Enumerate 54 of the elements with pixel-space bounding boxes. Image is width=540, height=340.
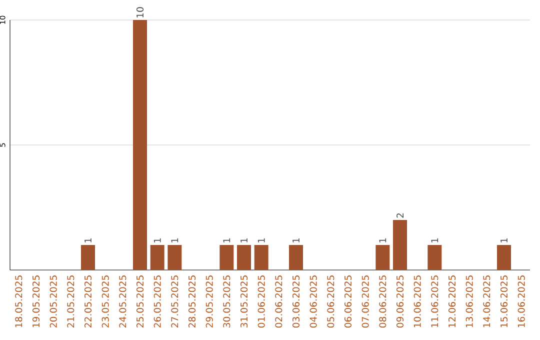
data-label: 1 (84, 238, 92, 242)
bar (497, 245, 511, 270)
data-label: 1 (431, 238, 438, 242)
bar (254, 245, 268, 270)
x-tick-label: 20.05.2025 (50, 276, 57, 328)
x-tick-label: 24.05.2025 (119, 276, 126, 328)
data-label: 1 (154, 238, 161, 242)
x-tick-label: 09.06.2025 (396, 276, 404, 328)
data-label: 1 (500, 238, 508, 242)
x-tick-label: 02.06.2025 (275, 276, 282, 328)
x-tick-label: 22.05.2025 (84, 276, 92, 328)
x-tick-label: 26.05.2025 (154, 276, 161, 328)
data-label: 1 (171, 238, 178, 242)
bar (168, 245, 182, 270)
x-tick-label: 29.05.2025 (206, 276, 213, 328)
bar (220, 245, 234, 270)
x-tick-label: 11.06.2025 (431, 276, 438, 328)
x-tick-label: 19.05.2025 (32, 276, 40, 328)
x-tick-label: 18.05.2025 (15, 276, 22, 328)
data-label: 1 (258, 238, 265, 242)
x-tick-label: 07.06.2025 (362, 276, 369, 328)
bar (81, 245, 95, 270)
x-tick-label: 30.05.2025 (223, 276, 230, 328)
x-tick-label: 15.06.2025 (500, 276, 508, 328)
bar (133, 20, 147, 270)
x-tick-label: 23.05.2025 (102, 276, 109, 328)
x-tick-label: 03.06.2025 (292, 276, 300, 328)
x-tick-label: 16.06.2025 (518, 276, 525, 328)
data-label: 1 (223, 238, 230, 242)
bar (289, 245, 303, 270)
bar (150, 245, 164, 270)
x-tick-label: 08.06.2025 (379, 276, 386, 328)
x-tick-label: 21.05.2025 (67, 276, 74, 328)
data-label: 10 (136, 7, 144, 18)
x-tick-label: 28.05.2025 (188, 276, 196, 328)
x-tick-label: 01.06.2025 (258, 276, 265, 328)
data-label: 1 (379, 238, 386, 242)
x-tick-label: 06.06.2025 (344, 276, 352, 328)
bar (392, 220, 407, 270)
data-label: 1 (292, 238, 300, 242)
x-tick-label: 14.06.2025 (483, 276, 490, 328)
bar (428, 245, 442, 270)
x-tick-label: 13.06.2025 (466, 276, 473, 328)
bar (376, 245, 390, 270)
x-tick-label: 31.05.2025 (240, 276, 248, 328)
data-label: 1 (240, 238, 248, 242)
x-tick-label: 05.06.2025 (327, 276, 334, 328)
data-label: 2 (396, 213, 404, 218)
x-tick-label: 10.06.2025 (414, 276, 421, 328)
bar (237, 245, 251, 270)
x-tick-label: 25.05.2025 (136, 276, 144, 328)
x-tick-label: 04.06.2025 (310, 276, 317, 328)
x-tick-label: 27.05.2025 (171, 276, 178, 328)
x-tick-label: 12.06.2025 (448, 276, 456, 328)
